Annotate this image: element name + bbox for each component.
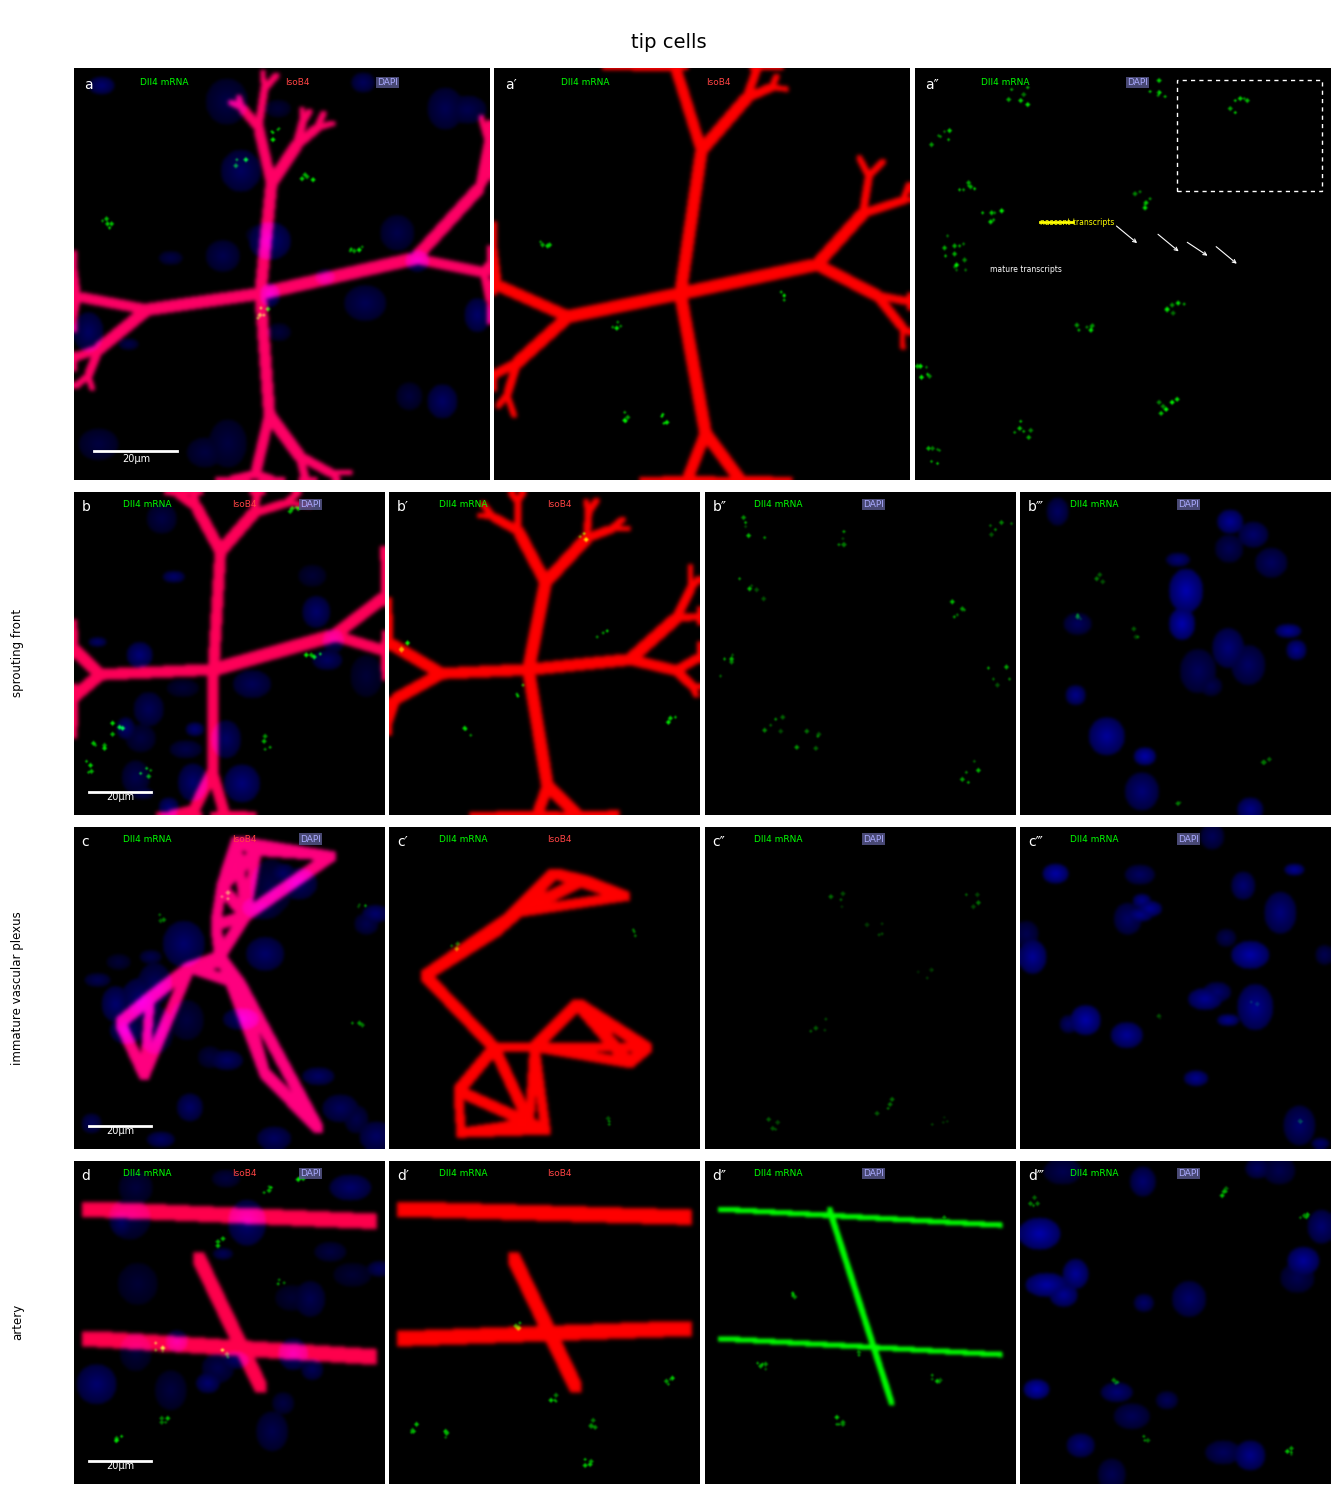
Text: IsoB4: IsoB4 — [547, 500, 572, 508]
Text: d‴: d‴ — [1028, 1168, 1044, 1184]
Text: d″: d″ — [713, 1168, 726, 1184]
Text: Dll4 mRNA: Dll4 mRNA — [140, 78, 189, 87]
Text: DAPI: DAPI — [299, 1168, 321, 1178]
Text: a″: a″ — [925, 78, 939, 92]
Text: DAPI: DAPI — [1178, 834, 1199, 843]
Text: artery: artery — [11, 1304, 24, 1341]
Text: Dll4 mRNA: Dll4 mRNA — [439, 500, 487, 508]
Text: DAPI: DAPI — [1178, 500, 1199, 508]
Text: Dll4 mRNA: Dll4 mRNA — [439, 834, 487, 843]
Text: sprouting front: sprouting front — [11, 609, 24, 698]
Text: b′: b′ — [397, 500, 409, 514]
Text: DAPI: DAPI — [1127, 78, 1147, 87]
Text: c‴: c‴ — [1028, 834, 1043, 849]
Text: d: d — [82, 1168, 90, 1184]
Text: Dll4 mRNA: Dll4 mRNA — [1070, 1168, 1118, 1178]
Text: 20μm: 20μm — [106, 1126, 134, 1136]
Text: a: a — [84, 78, 92, 92]
Bar — [1177, 80, 1322, 192]
Text: 20μm: 20μm — [106, 792, 134, 801]
Text: Dll4 mRNA: Dll4 mRNA — [981, 78, 1029, 87]
Text: mature transcripts: mature transcripts — [989, 266, 1062, 274]
Text: immature vascular plexus: immature vascular plexus — [11, 910, 24, 1065]
Text: IsoB4: IsoB4 — [231, 1168, 257, 1178]
Text: c′: c′ — [397, 834, 408, 849]
Text: DAPI: DAPI — [299, 500, 321, 508]
Text: Dll4 mRNA: Dll4 mRNA — [123, 1168, 171, 1178]
Text: Dll4 mRNA: Dll4 mRNA — [754, 500, 802, 508]
Text: a′: a′ — [504, 78, 516, 92]
Text: DAPI: DAPI — [862, 1168, 884, 1178]
Text: DAPI: DAPI — [862, 834, 884, 843]
Text: Dll4 mRNA: Dll4 mRNA — [560, 78, 610, 87]
Text: DAPI: DAPI — [377, 78, 397, 87]
Text: c: c — [82, 834, 90, 849]
Text: Dll4 mRNA: Dll4 mRNA — [439, 1168, 487, 1178]
Text: IsoB4: IsoB4 — [547, 1168, 572, 1178]
Text: nascent transcripts: nascent transcripts — [1040, 217, 1114, 226]
Text: DAPI: DAPI — [1178, 1168, 1199, 1178]
Text: Dll4 mRNA: Dll4 mRNA — [123, 500, 171, 508]
Text: 20μm: 20μm — [106, 1461, 134, 1470]
Text: DAPI: DAPI — [299, 834, 321, 843]
Text: Dll4 mRNA: Dll4 mRNA — [123, 834, 171, 843]
Text: b‴: b‴ — [1028, 500, 1044, 514]
Text: Dll4 mRNA: Dll4 mRNA — [1070, 500, 1118, 508]
Text: IsoB4: IsoB4 — [547, 834, 572, 843]
Text: IsoB4: IsoB4 — [285, 78, 310, 87]
Text: Dll4 mRNA: Dll4 mRNA — [754, 1168, 802, 1178]
Text: d′: d′ — [397, 1168, 409, 1184]
Text: IsoB4: IsoB4 — [231, 500, 257, 508]
Text: tip cells: tip cells — [631, 33, 706, 53]
Text: Dll4 mRNA: Dll4 mRNA — [754, 834, 802, 843]
Text: b: b — [82, 500, 90, 514]
Text: IsoB4: IsoB4 — [706, 78, 730, 87]
Text: Dll4 mRNA: Dll4 mRNA — [1070, 834, 1118, 843]
Text: DAPI: DAPI — [862, 500, 884, 508]
Text: b″: b″ — [713, 500, 726, 514]
Text: c″: c″ — [713, 834, 725, 849]
Text: IsoB4: IsoB4 — [231, 834, 257, 843]
Text: 20μm: 20μm — [122, 453, 150, 464]
